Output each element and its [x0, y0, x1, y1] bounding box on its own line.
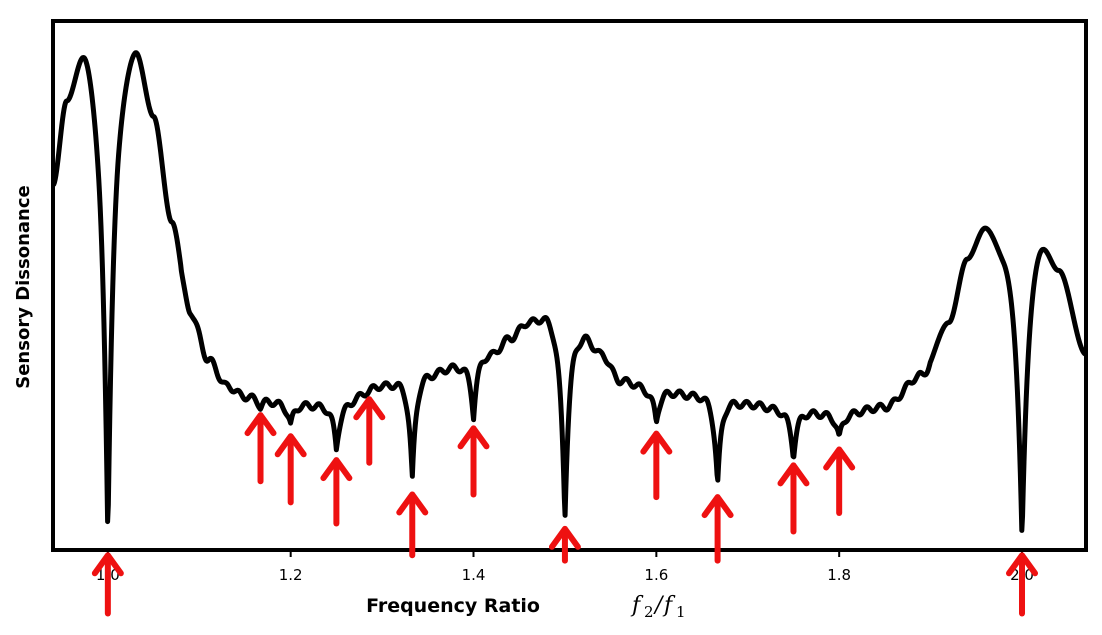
consonance-arrow	[353, 396, 386, 466]
x-tick-label: 1.4	[462, 566, 486, 584]
x-axis-label-math: f 2 / f 1	[630, 593, 686, 621]
consonance-arrow	[91, 552, 124, 617]
x-axis-ticks: 1.01.21.41.61.82.0	[96, 550, 1034, 584]
svg-text:f: f	[630, 593, 644, 618]
consonance-arrow	[1006, 552, 1039, 617]
consonance-arrow	[701, 494, 734, 564]
consonance-arrow	[457, 425, 490, 498]
consonance-arrows	[91, 396, 1039, 617]
x-tick-label: 1.6	[644, 566, 668, 584]
consonance-arrow	[548, 525, 581, 564]
plot-area	[51, 50, 1088, 533]
consonance-arrow	[396, 491, 429, 559]
svg-text:/: /	[653, 593, 665, 618]
x-tick-label: 1.2	[279, 566, 303, 584]
svg-text:1: 1	[676, 603, 686, 621]
plot-frame	[51, 19, 1088, 552]
svg-text:2: 2	[644, 603, 654, 621]
svg-text:f: f	[662, 593, 676, 618]
consonance-arrow	[274, 433, 307, 506]
consonance-arrow	[640, 430, 673, 501]
x-tick-label: 1.8	[827, 566, 851, 584]
dissonance-curve	[51, 50, 1088, 533]
x-axis-label: Frequency Ratio	[366, 595, 540, 617]
y-axis-label: Sensory Dissonance	[13, 185, 34, 389]
consonance-arrow	[777, 462, 810, 535]
consonance-arrow	[244, 412, 277, 485]
consonance-arrow	[320, 457, 353, 527]
consonance-arrow	[823, 446, 856, 516]
